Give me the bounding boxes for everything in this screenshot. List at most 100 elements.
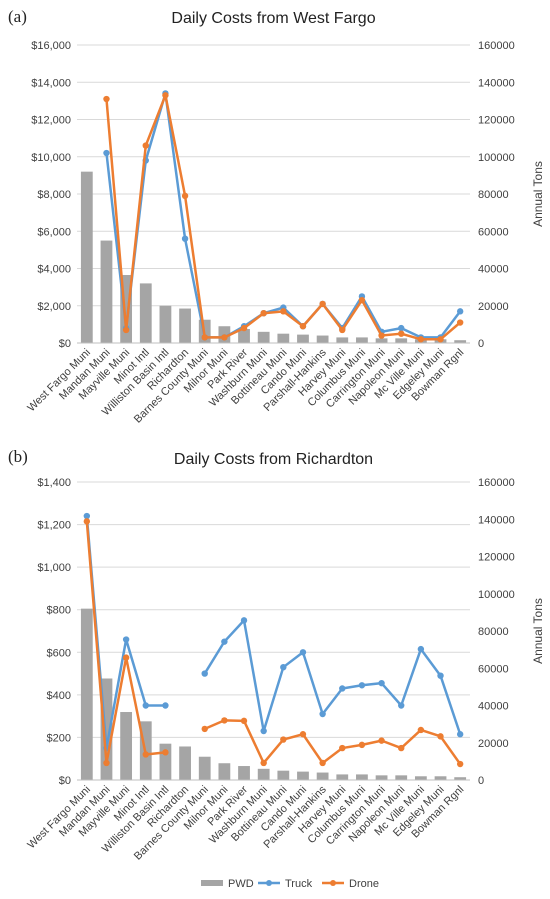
point-drone (319, 300, 326, 308)
point-truck (456, 731, 464, 738)
y-right-tick-label: 60000 (478, 226, 509, 238)
y-left-tick-label: $4,000 (37, 264, 71, 276)
point-drone (221, 334, 228, 341)
point-drone (221, 717, 228, 724)
bar-pwd (120, 712, 133, 780)
point-truck (437, 672, 444, 679)
bar-pwd (80, 608, 93, 780)
y-left-tick-label: $8,000 (37, 189, 71, 201)
bar-pwd (159, 305, 172, 343)
bar-pwd (297, 334, 309, 343)
y-right-tick-label: 80000 (478, 189, 509, 201)
y-right-axis-label: Annual Tons (531, 161, 545, 227)
point-truck (83, 512, 91, 520)
series-line-truck (203, 619, 462, 735)
y-right-tick-label: 140000 (478, 514, 515, 526)
point-truck (398, 324, 405, 332)
point-drone (162, 92, 169, 99)
bar-pwd (277, 770, 290, 780)
bar-pwd (395, 775, 408, 780)
point-drone (456, 319, 464, 326)
point-truck (122, 636, 130, 643)
y-right-tick-label: 160000 (478, 40, 515, 52)
y-left-tick-label: $1,400 (37, 477, 71, 489)
bar-pwd (356, 774, 368, 780)
point-drone (280, 736, 287, 743)
point-truck (181, 235, 189, 242)
bar-pwd (257, 768, 270, 780)
bar-pwd (257, 331, 270, 343)
point-drone (240, 324, 248, 332)
point-drone (181, 192, 189, 200)
legend-label-pwd: PWD (228, 878, 254, 890)
point-truck (103, 149, 110, 157)
bar-pwd (218, 763, 231, 780)
point-drone (260, 759, 267, 767)
y-left-tick-label: $400 (47, 690, 71, 702)
bar-pwd (179, 746, 191, 780)
point-truck (339, 685, 346, 692)
y-right-axis-label: Annual Tons (531, 598, 545, 664)
y-right-tick-label: 20000 (478, 738, 509, 750)
point-drone (319, 759, 326, 767)
point-truck (378, 679, 385, 687)
y-left-tick-label: $800 (47, 605, 71, 617)
point-truck (280, 663, 287, 671)
panel-label: (a) (8, 7, 27, 26)
point-truck (201, 670, 208, 677)
point-drone (122, 654, 130, 661)
point-drone (358, 741, 366, 749)
point-drone (417, 336, 425, 343)
point-drone (378, 737, 385, 744)
bar-pwd (297, 771, 309, 780)
legend-label-truck: Truck (285, 878, 313, 890)
series-line-truck (105, 92, 462, 339)
point-drone (378, 332, 385, 339)
point-drone (280, 308, 287, 315)
point-drone (358, 296, 366, 304)
bar-pwd (238, 766, 250, 780)
bar-pwd (414, 776, 427, 780)
point-drone (162, 749, 169, 756)
point-drone (103, 759, 110, 767)
y-left-tick-label: $6,000 (37, 226, 71, 238)
point-truck (299, 649, 307, 656)
y-right-tick-label: 40000 (478, 264, 509, 276)
point-truck (319, 710, 326, 718)
point-drone (299, 323, 307, 330)
bar-pwd (159, 743, 172, 780)
bar-pwd (336, 774, 349, 780)
point-drone (299, 731, 307, 738)
point-truck (260, 727, 267, 735)
y-left-tick-label: $1,200 (37, 520, 71, 532)
bar-pwd (80, 171, 93, 343)
point-drone (456, 760, 464, 768)
point-drone (103, 95, 110, 103)
point-drone (83, 518, 91, 525)
y-right-tick-label: 100000 (478, 589, 515, 601)
legend-marker-drone (330, 880, 336, 886)
chart-title: Daily Costs from Richardton (174, 451, 373, 468)
y-right-tick-label: 20000 (478, 301, 509, 313)
y-left-tick-label: $10,000 (31, 152, 71, 164)
y-right-tick-label: 80000 (478, 626, 509, 638)
point-truck (358, 682, 366, 689)
y-right-tick-label: 120000 (478, 552, 515, 564)
chart-title: Daily Costs from West Fargo (171, 10, 375, 27)
bar-pwd (434, 776, 447, 780)
bar-pwd (454, 340, 467, 343)
legend-marker-truck (266, 880, 272, 886)
y-left-tick-label: $1,000 (37, 562, 71, 574)
point-drone (417, 726, 425, 734)
bar-pwd (120, 275, 133, 343)
y-right-tick-label: 60000 (478, 663, 509, 675)
legend-swatch-pwd (201, 880, 223, 886)
bar-pwd (100, 678, 113, 780)
bar-pwd (336, 337, 349, 343)
point-drone (142, 751, 149, 758)
point-drone (122, 326, 130, 334)
point-drone (398, 330, 405, 337)
bar-pwd (316, 335, 329, 343)
bar-pwd (100, 240, 113, 343)
